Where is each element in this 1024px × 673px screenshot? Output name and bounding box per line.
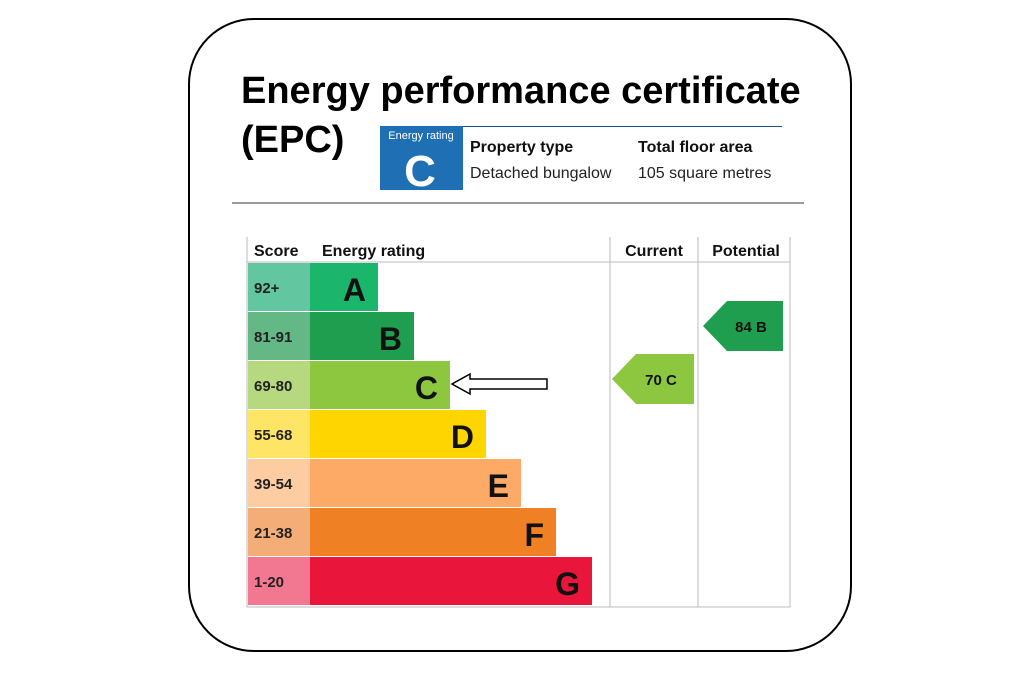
potential-label: 84 B [735,319,767,336]
pointer-arrow [450,372,548,396]
score-range: 92+ [254,280,280,297]
score-cell [248,508,310,556]
rating-letter: E [488,468,509,504]
rating-bar [310,312,414,360]
rating-letter: G [555,566,580,602]
value: 105 square metres [638,165,771,182]
score: 70 [645,372,662,389]
badge-label: Energy rating [388,130,453,142]
rating-letter: A [343,272,366,308]
score-cell [248,312,310,360]
letter: C [666,372,677,389]
rating-letter: C [415,370,438,406]
letter: B [756,319,767,336]
score-range: 81-91 [254,329,292,346]
header: Current [625,243,683,260]
score-cell [248,410,310,458]
score-cell [248,557,310,605]
value: Detached bungalow [470,165,612,182]
label: Total floor area [638,139,752,156]
score-cell [248,459,310,507]
score-range: 39-54 [254,476,293,493]
rating-letter: F [524,517,544,553]
score-cell [248,361,310,409]
rating-bar [310,508,556,556]
table-lines [246,237,791,608]
rating-bar [310,263,378,311]
rating-letter: B [379,321,402,357]
score-range: 1-20 [254,574,284,591]
title: Energy performance certificate [241,70,801,112]
header: Energy rating [322,243,425,260]
rating-letter: D [451,419,474,455]
score-range: 21-38 [254,525,292,542]
title: (EPC) [241,119,344,161]
score-range: 55-68 [254,427,292,444]
potential-arrow [703,301,783,351]
header: Potential [712,243,780,260]
score-range: 69-80 [254,378,292,395]
label: Property type [470,139,573,156]
current-label: 70 C [645,372,677,389]
rating-bar [310,459,521,507]
rating-bar [310,557,592,605]
badge [380,126,463,190]
header: Score [254,243,299,260]
rating-bar [310,361,450,409]
score: 84 [735,319,752,336]
badge-letter: C [404,147,436,196]
score-cell [248,263,310,311]
rating-bar [310,410,486,458]
current-arrow [612,354,694,404]
